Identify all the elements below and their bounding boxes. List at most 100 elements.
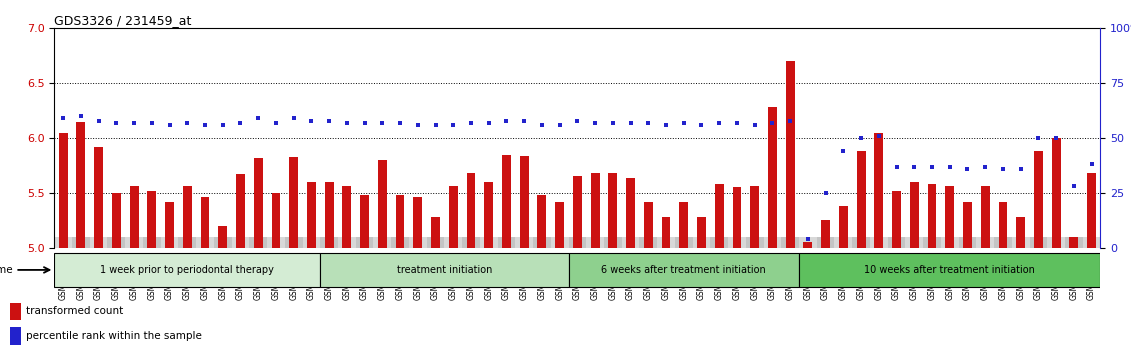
Point xyxy=(179,120,197,126)
Bar xyxy=(59,133,68,248)
Bar xyxy=(569,253,798,287)
Text: 6 weeks after treatment initiation: 6 weeks after treatment initiation xyxy=(602,265,766,275)
Point xyxy=(161,122,179,128)
Bar xyxy=(906,237,923,248)
Bar xyxy=(1082,237,1100,248)
Bar xyxy=(391,237,409,248)
Bar xyxy=(604,237,622,248)
Bar xyxy=(835,237,853,248)
Bar xyxy=(533,237,551,248)
Bar xyxy=(516,237,533,248)
Text: 1 week prior to periodontal therapy: 1 week prior to periodontal therapy xyxy=(101,265,274,275)
Bar xyxy=(54,237,72,248)
Bar xyxy=(803,242,812,248)
Point xyxy=(533,122,551,128)
Bar xyxy=(10,303,21,320)
Point xyxy=(196,122,214,128)
Bar xyxy=(249,237,267,248)
Point xyxy=(107,120,126,126)
Point xyxy=(923,164,941,170)
Point xyxy=(745,122,763,128)
Bar xyxy=(267,237,285,248)
Bar xyxy=(232,237,249,248)
Point xyxy=(285,115,303,121)
Bar xyxy=(161,237,179,248)
Point xyxy=(214,122,232,128)
Point xyxy=(817,190,835,196)
Bar xyxy=(786,61,795,248)
Point xyxy=(1011,166,1029,172)
Bar xyxy=(200,197,209,248)
Bar xyxy=(927,184,936,248)
Point xyxy=(586,120,604,126)
Bar xyxy=(573,176,581,248)
Bar xyxy=(165,202,174,248)
Bar xyxy=(798,237,817,248)
Point xyxy=(728,120,746,126)
Bar xyxy=(94,147,103,248)
Bar xyxy=(1017,217,1025,248)
Point xyxy=(905,164,923,170)
Bar xyxy=(888,237,906,248)
Bar xyxy=(1012,237,1029,248)
Bar xyxy=(586,237,604,248)
Point xyxy=(1047,135,1065,141)
Bar xyxy=(214,237,232,248)
Bar xyxy=(1087,173,1096,248)
Point xyxy=(692,122,710,128)
Bar xyxy=(413,197,422,248)
Bar xyxy=(728,237,745,248)
Bar xyxy=(608,173,618,248)
Point xyxy=(89,118,107,123)
Bar xyxy=(551,237,569,248)
Point xyxy=(657,122,675,128)
Point xyxy=(498,118,516,123)
Bar xyxy=(307,182,316,248)
Bar xyxy=(1047,237,1065,248)
Point xyxy=(373,120,391,126)
Point xyxy=(763,120,782,126)
Bar xyxy=(874,133,883,248)
Bar xyxy=(644,202,653,248)
Bar xyxy=(463,237,480,248)
Point xyxy=(604,120,622,126)
Bar xyxy=(147,191,156,248)
Bar xyxy=(253,158,262,248)
Bar xyxy=(126,237,143,248)
Bar xyxy=(89,237,107,248)
Bar xyxy=(892,191,901,248)
Point xyxy=(54,115,72,121)
Point xyxy=(782,118,800,123)
Bar xyxy=(763,237,782,248)
Bar xyxy=(782,237,798,248)
Point xyxy=(941,164,959,170)
Bar xyxy=(994,237,1012,248)
Bar xyxy=(555,202,564,248)
Bar xyxy=(343,186,352,248)
Bar xyxy=(444,237,463,248)
Bar xyxy=(179,237,196,248)
Bar xyxy=(196,237,214,248)
Text: treatment initiation: treatment initiation xyxy=(397,265,492,275)
Point xyxy=(994,166,1012,172)
Bar xyxy=(325,182,334,248)
Point xyxy=(710,120,728,126)
Point xyxy=(355,120,373,126)
Bar xyxy=(745,237,763,248)
Bar xyxy=(870,237,888,248)
Bar xyxy=(77,122,85,248)
Bar xyxy=(107,237,126,248)
Text: GDS3326 / 231459_at: GDS3326 / 231459_at xyxy=(54,14,191,27)
Bar xyxy=(657,237,675,248)
Bar xyxy=(959,237,976,248)
Bar xyxy=(484,182,493,248)
Bar xyxy=(1052,138,1061,248)
Bar xyxy=(356,237,373,248)
Bar xyxy=(680,202,688,248)
Bar xyxy=(750,186,759,248)
Text: 10 weeks after treatment initiation: 10 weeks after treatment initiation xyxy=(864,265,1035,275)
Point xyxy=(126,120,144,126)
Point xyxy=(551,122,569,128)
Bar xyxy=(338,237,356,248)
Bar xyxy=(909,182,918,248)
